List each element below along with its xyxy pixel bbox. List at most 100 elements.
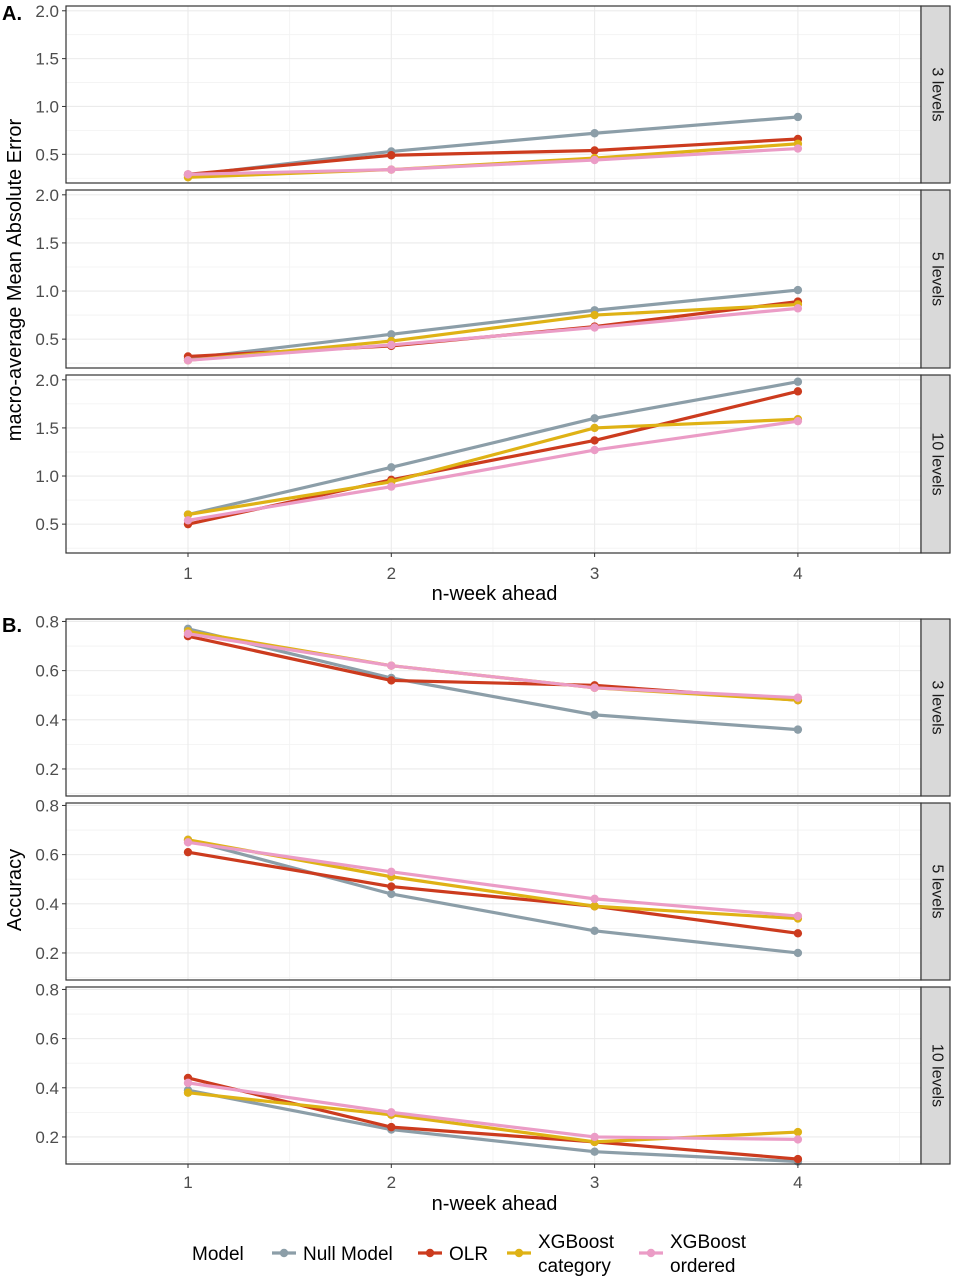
y-tick-label: 0.8 — [35, 980, 59, 999]
series-line-xgboost-ordered — [186, 840, 800, 918]
data-point — [387, 340, 396, 350]
data-point — [590, 445, 599, 455]
data-point — [590, 683, 599, 693]
data-point — [183, 1078, 193, 1088]
x-tick-label: 4 — [793, 564, 802, 583]
facet-5-levels: 0.2 0.4 0.6 0.8 5 levels — [35, 796, 951, 981]
y-tick-label: 0.6 — [35, 846, 59, 865]
y-tick-label: 1.0 — [35, 282, 59, 301]
data-point — [793, 1135, 803, 1144]
data-point — [590, 310, 599, 320]
data-point — [590, 710, 599, 720]
data-point — [387, 661, 396, 670]
data-point — [793, 285, 803, 295]
data-point — [590, 436, 599, 445]
series-line-xgboost-ordered — [186, 146, 800, 176]
x-axis-title: n-week ahead — [432, 1193, 558, 1215]
y-tick-label: 0.2 — [35, 760, 59, 779]
data-point — [590, 129, 599, 138]
facet-background — [66, 190, 921, 368]
facet-background — [66, 619, 921, 796]
series-line-xgboost-ordered — [186, 1081, 800, 1142]
data-point — [793, 1154, 803, 1164]
data-point — [590, 894, 599, 904]
y-tick-label: 1.5 — [35, 234, 59, 253]
data-point — [793, 948, 803, 958]
data-point — [590, 323, 599, 332]
data-point — [387, 165, 396, 174]
facet-strip — [920, 802, 951, 981]
data-point — [793, 693, 803, 702]
data-point — [183, 516, 193, 525]
data-point — [590, 926, 599, 936]
data-point — [793, 416, 803, 426]
y-tick-label: 0.5 — [35, 330, 59, 349]
data-point — [590, 146, 599, 155]
legend-item-xgboost-ordered: XGBoost ordered — [639, 1232, 747, 1277]
data-point — [387, 482, 396, 491]
legend-title: Model — [192, 1244, 244, 1265]
legend-label: XGBoost — [670, 1232, 747, 1253]
data-point — [387, 330, 396, 339]
facet-strip — [920, 618, 951, 797]
data-point — [387, 1122, 396, 1132]
y-tick-label: 0.4 — [35, 895, 59, 914]
chart-a: A. 0.5 1.0 1.5 2.0 3 levels 0.5 1.0 1.5 2.0 5 leve… — [2, 2, 951, 605]
data-point — [183, 510, 193, 519]
y-tick-label: 0.6 — [35, 662, 59, 681]
y-tick-label: 0.2 — [35, 944, 59, 963]
x-tick-label: 1 — [183, 1173, 192, 1192]
series-line-olr — [186, 137, 800, 176]
data-point — [793, 377, 803, 386]
facet-strip-label: 3 levels — [928, 67, 945, 121]
legend-label: Null Model — [303, 1244, 393, 1265]
series-line-xgboost-category — [186, 417, 800, 517]
facet-3-levels: 0.5 1.0 1.5 2.0 3 levels — [35, 2, 951, 184]
facet-background — [66, 6, 921, 183]
data-point — [793, 929, 803, 938]
x-tick-label: 4 — [793, 1173, 802, 1192]
legend-key-point — [646, 1248, 656, 1258]
data-point — [183, 356, 193, 365]
data-point — [590, 414, 599, 423]
legend-label: category — [538, 1256, 611, 1277]
series-line-xgboost-ordered — [186, 632, 800, 700]
data-point — [793, 1127, 803, 1137]
chart-b: B. 0.2 0.4 0.6 0.8 3 levels 0.2 0.4 0.6 0.8 5 leve… — [2, 612, 951, 1215]
y-tick-label: 0.6 — [35, 1030, 59, 1049]
data-point — [793, 144, 803, 153]
facet-strip — [920, 986, 951, 1165]
data-point — [387, 867, 396, 877]
panel-label: A. — [2, 3, 22, 25]
x-tick-label: 2 — [387, 1173, 396, 1192]
legend-label: XGBoost — [538, 1232, 615, 1253]
legend-key-point — [425, 1248, 435, 1258]
y-tick-label: 2.0 — [35, 186, 59, 205]
facet-strip-label: 10 levels — [928, 432, 945, 495]
facet-strip-label: 3 levels — [928, 680, 945, 734]
data-point — [793, 911, 803, 921]
facet-10-levels: 0.2 0.4 0.6 0.8 10 levels — [35, 980, 951, 1166]
x-tick-label: 3 — [590, 1173, 599, 1192]
legend-label: OLR — [449, 1244, 488, 1265]
series-line-xgboost-ordered — [186, 419, 800, 522]
series-line-null-model — [186, 288, 800, 360]
y-tick-label: 1.0 — [35, 467, 59, 486]
legend-label: ordered — [670, 1256, 736, 1277]
data-point — [590, 902, 599, 911]
data-point — [183, 170, 193, 179]
facet-strip-label: 10 levels — [928, 1044, 945, 1107]
y-tick-label: 0.2 — [35, 1128, 59, 1147]
data-point — [793, 304, 803, 313]
data-point — [387, 889, 396, 899]
y-tick-label: 0.5 — [35, 515, 59, 534]
legend-item-olr: OLR — [418, 1244, 488, 1265]
data-point — [387, 676, 396, 685]
legend: Model Null Model OLR XGBoost category XGBoost… — [192, 1232, 747, 1277]
series-line-null-model — [186, 627, 800, 732]
panel-label: B. — [2, 615, 22, 637]
series-line-null-model — [186, 838, 800, 955]
y-tick-label: 0.8 — [35, 612, 59, 631]
y-tick-label: 1.5 — [35, 419, 59, 438]
legend-key-point — [279, 1248, 289, 1258]
